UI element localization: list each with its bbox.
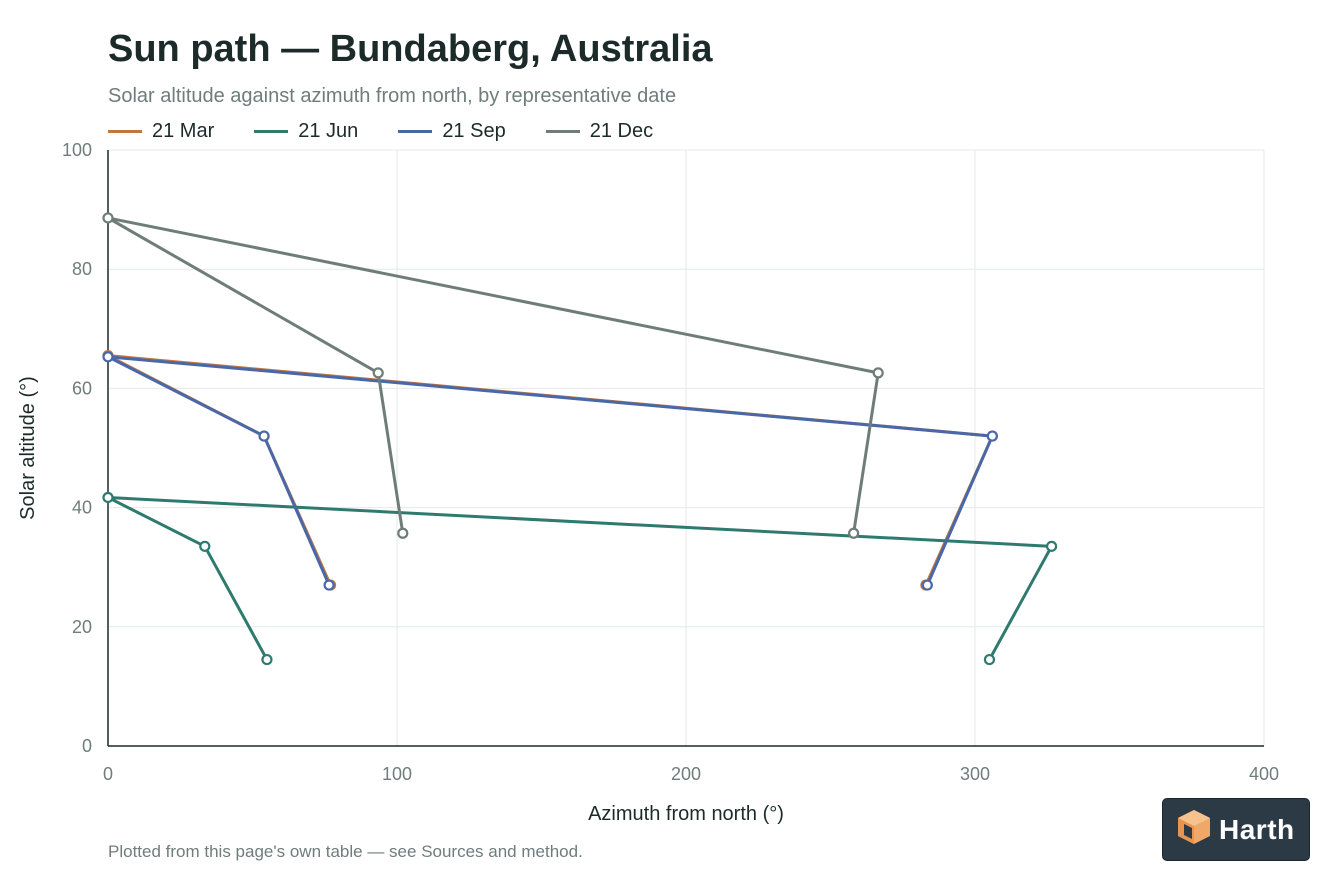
legend: 21 Mar 21 Jun 21 Sep 21 Dec — [108, 120, 693, 143]
data-point — [261, 653, 273, 666]
x-axis-title: Azimuth from north (°) — [588, 803, 784, 825]
cube-logo-icon — [1175, 808, 1213, 851]
legend-label: 21 Dec — [589, 120, 654, 142]
legend-swatch — [545, 130, 580, 133]
legend-swatch — [254, 130, 289, 133]
y-tick-label: 0 — [82, 736, 92, 756]
data-point — [323, 579, 335, 591]
y-axis-title: Solar altitude (°) — [17, 376, 39, 520]
data-point — [983, 653, 996, 666]
grid-lines — [108, 149, 1265, 746]
series-line — [106, 495, 1054, 662]
data-point — [102, 491, 114, 504]
y-tick-label: 40 — [72, 498, 92, 518]
data-point — [921, 579, 933, 591]
x-tick-label: 400 — [1249, 764, 1279, 784]
data-point — [372, 367, 384, 379]
data-point — [102, 351, 114, 363]
footnote: Plotted from this page's own table — see… — [108, 842, 583, 861]
series-line — [106, 355, 994, 587]
legend-label: 21 Mar — [152, 120, 215, 142]
data-point — [199, 540, 211, 552]
series-line — [106, 354, 994, 587]
tick-labels: 0 20 40 60 80 100 0 100 200 300 400 — [62, 140, 1279, 784]
logo: Harth — [1162, 798, 1310, 861]
x-tick-label: 300 — [960, 764, 990, 784]
legend-label: 21 Sep — [442, 120, 506, 142]
data-point — [397, 527, 409, 539]
data-point — [986, 430, 998, 442]
data-point — [102, 212, 114, 224]
legend-swatch — [398, 130, 433, 133]
y-tick-label: 100 — [62, 140, 92, 160]
series-21-jun — [102, 491, 1058, 666]
data-point — [1045, 540, 1058, 552]
x-tick-label: 0 — [103, 764, 113, 784]
legend-item: 21 Jun — [254, 120, 358, 143]
x-tick-label: 200 — [671, 764, 701, 784]
series-line — [106, 216, 880, 535]
legend-swatch — [108, 130, 142, 133]
chart-title: Sun path — Bundaberg, Australia — [108, 28, 713, 70]
data-point — [872, 367, 884, 379]
legend-label: 21 Jun — [298, 120, 359, 142]
series-21-sep — [102, 351, 998, 591]
legend-item: 21 Mar — [108, 120, 214, 143]
series-21-dec — [102, 212, 884, 539]
data-point — [258, 430, 270, 442]
y-tick-label: 20 — [72, 617, 92, 637]
y-tick-label: 80 — [72, 259, 92, 279]
data-point — [848, 527, 860, 539]
logo-text: Harth — [1219, 813, 1295, 845]
chart-subtitle: Solar altitude against azimuth from nort… — [108, 85, 677, 107]
y-tick-label: 60 — [72, 378, 92, 398]
legend-item: 21 Sep — [398, 120, 506, 143]
legend-item: 21 Dec — [545, 120, 654, 143]
x-tick-label: 100 — [382, 764, 412, 784]
series — [102, 212, 1058, 666]
axes — [107, 150, 1264, 747]
